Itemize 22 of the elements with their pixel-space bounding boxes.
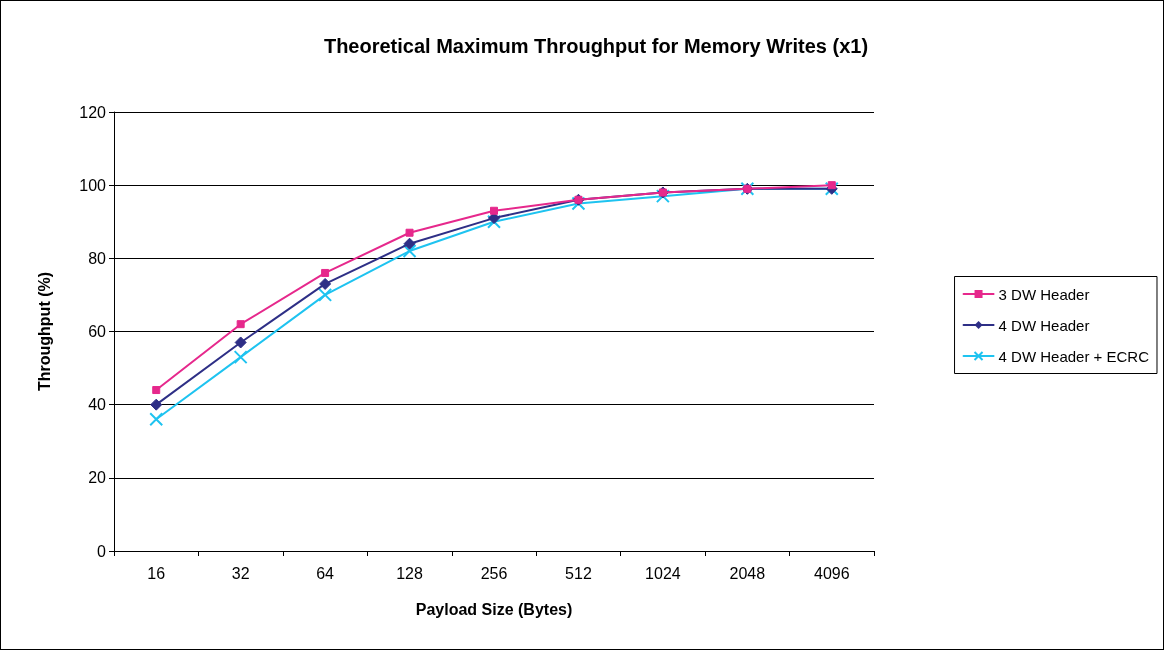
x-tick-label: 256: [480, 564, 508, 582]
x-tick-label: 64: [316, 564, 335, 582]
y-tick-label: 120: [79, 103, 107, 121]
legend-label: 4 DW Header: [998, 316, 1090, 334]
x-tick-label: 128: [396, 564, 423, 582]
x-axis-title: Payload Size (Bytes): [415, 600, 573, 618]
x-tick-label: 512: [565, 564, 592, 582]
y-tick-label: 40: [88, 396, 107, 414]
y-axis-title: Throughput (%): [35, 271, 53, 392]
y-tick-label: 20: [88, 469, 107, 487]
x-tick-label: 2048: [729, 564, 766, 582]
y-tick-label: 80: [88, 249, 107, 267]
legend-label: 4 DW Header + ECRC: [998, 347, 1150, 365]
x-tick-label: 1024: [645, 564, 681, 582]
x-tick-label: 4096: [813, 564, 850, 582]
y-tick-label: 60: [88, 323, 107, 340]
x-tick-label: 32: [231, 564, 250, 582]
x-tick-label: 16: [147, 564, 166, 582]
legend-label: 3 DW Header: [998, 285, 1090, 303]
y-tick-label: 100: [79, 176, 107, 194]
y-tick-label: 0: [97, 542, 107, 560]
chart-title: Theoretical Maximum Throughput for Memory Writes (x1): [323, 35, 869, 57]
